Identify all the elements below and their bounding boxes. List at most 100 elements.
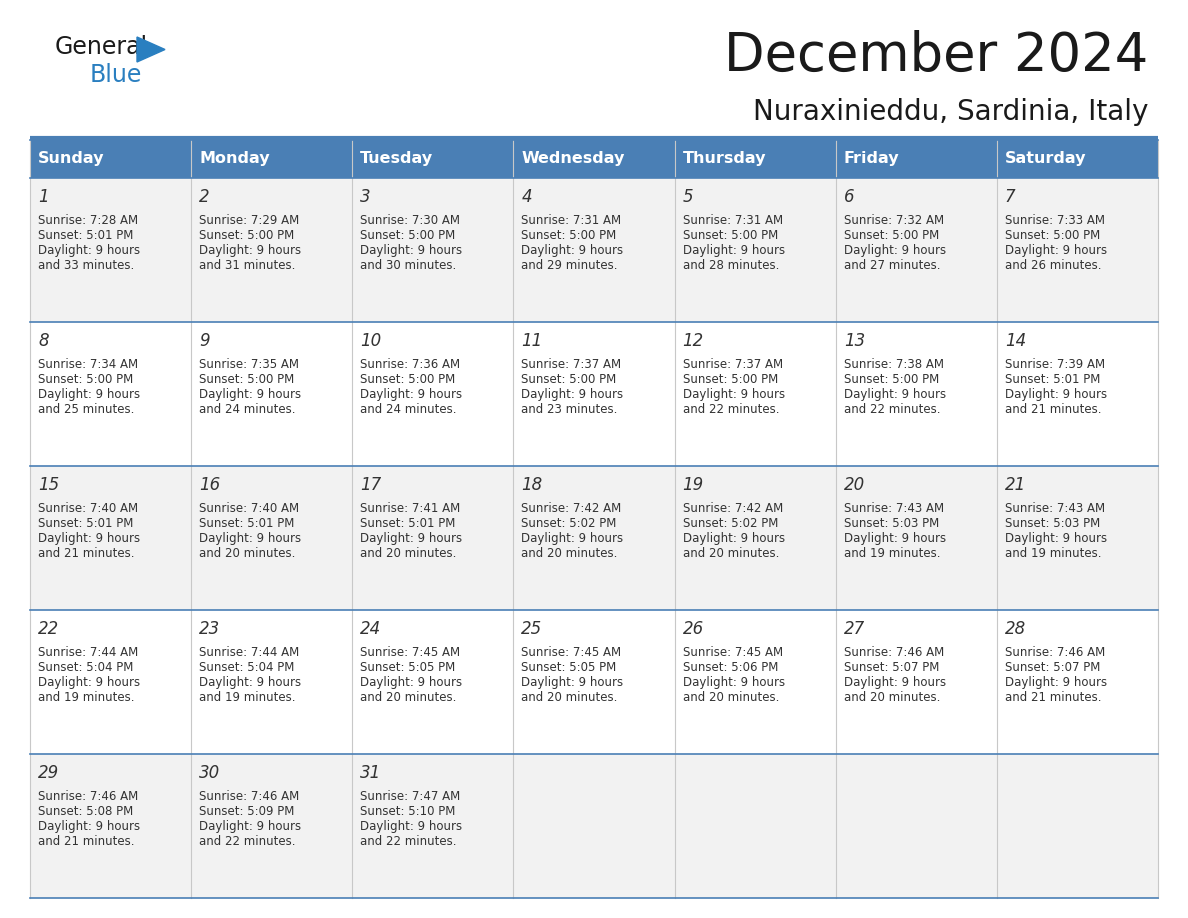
Text: Sunrise: 7:43 AM: Sunrise: 7:43 AM bbox=[1005, 502, 1105, 515]
Text: 21: 21 bbox=[1005, 476, 1026, 494]
Bar bbox=[30, 754, 1158, 898]
Text: Daylight: 9 hours: Daylight: 9 hours bbox=[38, 388, 140, 401]
Text: 4: 4 bbox=[522, 188, 532, 206]
Text: Tuesday: Tuesday bbox=[360, 151, 434, 166]
Text: and 22 minutes.: and 22 minutes. bbox=[843, 403, 940, 416]
Text: 10: 10 bbox=[360, 332, 381, 350]
Text: Sunset: 5:08 PM: Sunset: 5:08 PM bbox=[38, 805, 133, 818]
Text: Sunset: 5:02 PM: Sunset: 5:02 PM bbox=[683, 517, 778, 530]
Text: Sunrise: 7:38 AM: Sunrise: 7:38 AM bbox=[843, 358, 943, 371]
Text: 8: 8 bbox=[38, 332, 49, 350]
Text: Sunset: 5:00 PM: Sunset: 5:00 PM bbox=[360, 229, 455, 242]
Text: Sunrise: 7:39 AM: Sunrise: 7:39 AM bbox=[1005, 358, 1105, 371]
Text: 12: 12 bbox=[683, 332, 703, 350]
Text: Sunset: 5:01 PM: Sunset: 5:01 PM bbox=[38, 517, 133, 530]
Text: Sunset: 5:00 PM: Sunset: 5:00 PM bbox=[360, 373, 455, 386]
Text: Daylight: 9 hours: Daylight: 9 hours bbox=[843, 388, 946, 401]
Text: Saturday: Saturday bbox=[1005, 151, 1086, 166]
Text: and 20 minutes.: and 20 minutes. bbox=[360, 547, 456, 560]
Text: Sunrise: 7:47 AM: Sunrise: 7:47 AM bbox=[360, 790, 461, 803]
Text: December 2024: December 2024 bbox=[723, 30, 1148, 82]
Text: and 23 minutes.: and 23 minutes. bbox=[522, 403, 618, 416]
Text: Blue: Blue bbox=[90, 63, 143, 87]
Text: and 21 minutes.: and 21 minutes. bbox=[1005, 691, 1101, 704]
Text: 26: 26 bbox=[683, 620, 703, 638]
Text: Daylight: 9 hours: Daylight: 9 hours bbox=[38, 820, 140, 833]
Text: 18: 18 bbox=[522, 476, 543, 494]
Text: Daylight: 9 hours: Daylight: 9 hours bbox=[683, 676, 785, 689]
Text: Sunrise: 7:32 AM: Sunrise: 7:32 AM bbox=[843, 214, 943, 227]
Text: Sunrise: 7:45 AM: Sunrise: 7:45 AM bbox=[522, 646, 621, 659]
Text: and 20 minutes.: and 20 minutes. bbox=[683, 547, 779, 560]
Text: and 20 minutes.: and 20 minutes. bbox=[683, 691, 779, 704]
Text: and 26 minutes.: and 26 minutes. bbox=[1005, 259, 1101, 272]
Text: 29: 29 bbox=[38, 764, 59, 782]
Text: 15: 15 bbox=[38, 476, 59, 494]
Text: Daylight: 9 hours: Daylight: 9 hours bbox=[1005, 676, 1107, 689]
Bar bbox=[30, 140, 1158, 178]
Text: Daylight: 9 hours: Daylight: 9 hours bbox=[843, 676, 946, 689]
Text: Daylight: 9 hours: Daylight: 9 hours bbox=[200, 532, 302, 545]
Text: Daylight: 9 hours: Daylight: 9 hours bbox=[200, 820, 302, 833]
Text: and 21 minutes.: and 21 minutes. bbox=[38, 835, 134, 848]
Text: Daylight: 9 hours: Daylight: 9 hours bbox=[200, 676, 302, 689]
Text: Daylight: 9 hours: Daylight: 9 hours bbox=[1005, 532, 1107, 545]
Text: Daylight: 9 hours: Daylight: 9 hours bbox=[522, 388, 624, 401]
Text: 2: 2 bbox=[200, 188, 210, 206]
Text: and 25 minutes.: and 25 minutes. bbox=[38, 403, 134, 416]
Text: Sunrise: 7:45 AM: Sunrise: 7:45 AM bbox=[360, 646, 461, 659]
Text: 7: 7 bbox=[1005, 188, 1016, 206]
Text: Monday: Monday bbox=[200, 151, 270, 166]
Text: and 21 minutes.: and 21 minutes. bbox=[38, 547, 134, 560]
Text: Sunrise: 7:42 AM: Sunrise: 7:42 AM bbox=[522, 502, 621, 515]
Text: Sunrise: 7:31 AM: Sunrise: 7:31 AM bbox=[522, 214, 621, 227]
Text: General: General bbox=[55, 35, 148, 59]
Text: Sunrise: 7:46 AM: Sunrise: 7:46 AM bbox=[1005, 646, 1105, 659]
Text: and 19 minutes.: and 19 minutes. bbox=[38, 691, 134, 704]
Text: Daylight: 9 hours: Daylight: 9 hours bbox=[1005, 388, 1107, 401]
Polygon shape bbox=[137, 37, 165, 62]
Text: and 19 minutes.: and 19 minutes. bbox=[843, 547, 940, 560]
Text: 17: 17 bbox=[360, 476, 381, 494]
Text: Sunset: 5:01 PM: Sunset: 5:01 PM bbox=[360, 517, 456, 530]
Text: 25: 25 bbox=[522, 620, 543, 638]
Text: and 30 minutes.: and 30 minutes. bbox=[360, 259, 456, 272]
Text: Sunrise: 7:46 AM: Sunrise: 7:46 AM bbox=[200, 790, 299, 803]
Text: Sunset: 5:04 PM: Sunset: 5:04 PM bbox=[38, 661, 133, 674]
Text: and 27 minutes.: and 27 minutes. bbox=[843, 259, 940, 272]
Text: Sunrise: 7:37 AM: Sunrise: 7:37 AM bbox=[683, 358, 783, 371]
Text: 16: 16 bbox=[200, 476, 221, 494]
Text: and 33 minutes.: and 33 minutes. bbox=[38, 259, 134, 272]
Text: Sunrise: 7:36 AM: Sunrise: 7:36 AM bbox=[360, 358, 461, 371]
Text: Daylight: 9 hours: Daylight: 9 hours bbox=[360, 820, 462, 833]
Text: Sunset: 5:01 PM: Sunset: 5:01 PM bbox=[1005, 373, 1100, 386]
Text: and 24 minutes.: and 24 minutes. bbox=[200, 403, 296, 416]
Text: Daylight: 9 hours: Daylight: 9 hours bbox=[843, 532, 946, 545]
Text: 13: 13 bbox=[843, 332, 865, 350]
Text: Sunset: 5:00 PM: Sunset: 5:00 PM bbox=[683, 373, 778, 386]
Text: Sunrise: 7:44 AM: Sunrise: 7:44 AM bbox=[200, 646, 299, 659]
Text: Sunrise: 7:46 AM: Sunrise: 7:46 AM bbox=[38, 790, 138, 803]
Text: and 20 minutes.: and 20 minutes. bbox=[200, 547, 296, 560]
Text: Sunset: 5:07 PM: Sunset: 5:07 PM bbox=[1005, 661, 1100, 674]
Bar bbox=[30, 178, 1158, 322]
Text: 30: 30 bbox=[200, 764, 221, 782]
Text: Daylight: 9 hours: Daylight: 9 hours bbox=[843, 244, 946, 257]
Text: 27: 27 bbox=[843, 620, 865, 638]
Text: 5: 5 bbox=[683, 188, 693, 206]
Text: 19: 19 bbox=[683, 476, 703, 494]
Text: 14: 14 bbox=[1005, 332, 1026, 350]
Text: Sunset: 5:01 PM: Sunset: 5:01 PM bbox=[38, 229, 133, 242]
Text: 11: 11 bbox=[522, 332, 543, 350]
Text: Sunset: 5:03 PM: Sunset: 5:03 PM bbox=[1005, 517, 1100, 530]
Text: Sunrise: 7:28 AM: Sunrise: 7:28 AM bbox=[38, 214, 138, 227]
Text: Sunset: 5:00 PM: Sunset: 5:00 PM bbox=[200, 229, 295, 242]
Text: and 29 minutes.: and 29 minutes. bbox=[522, 259, 618, 272]
Text: Sunset: 5:06 PM: Sunset: 5:06 PM bbox=[683, 661, 778, 674]
Text: and 28 minutes.: and 28 minutes. bbox=[683, 259, 779, 272]
Text: Sunset: 5:02 PM: Sunset: 5:02 PM bbox=[522, 517, 617, 530]
Text: Sunrise: 7:40 AM: Sunrise: 7:40 AM bbox=[200, 502, 299, 515]
Text: Daylight: 9 hours: Daylight: 9 hours bbox=[360, 388, 462, 401]
Text: Sunset: 5:09 PM: Sunset: 5:09 PM bbox=[200, 805, 295, 818]
Text: and 24 minutes.: and 24 minutes. bbox=[360, 403, 456, 416]
